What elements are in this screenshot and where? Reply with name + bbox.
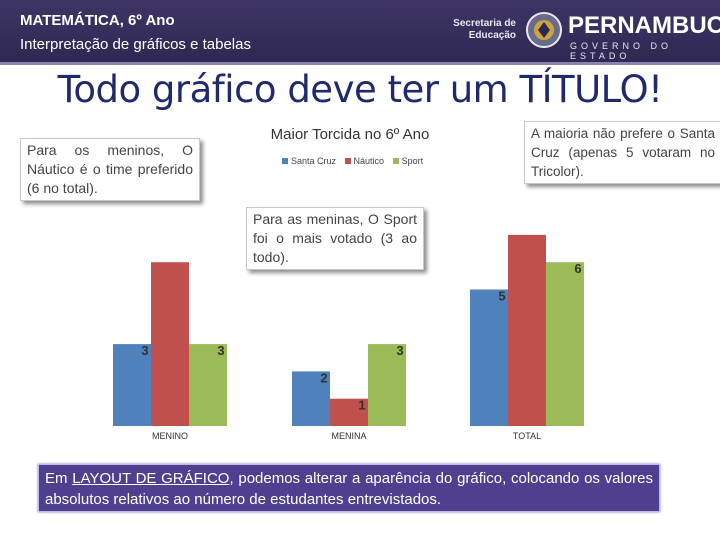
footer-note: Em LAYOUT DE GRÁFICO, podemos alterar a … — [38, 464, 660, 512]
chart-legend: Santa Cruz Náutico Sport — [282, 156, 429, 166]
bar-menina-0 — [292, 371, 330, 426]
category-label-menino: MENINO — [152, 431, 188, 441]
footer-highlight: LAYOUT DE GRÁFICO — [72, 470, 230, 487]
bar-menino-2 — [189, 344, 227, 426]
subject-title: MATEMÁTICA, 6º Ano — [20, 12, 175, 29]
state-name-logo: PERNAMBUCO — [568, 12, 720, 39]
state-emblem-icon — [526, 12, 562, 48]
legend-item-nautico: Náutico — [344, 156, 385, 166]
chart-title: Maior Torcida no 6º Ano — [270, 126, 430, 143]
bar-total-1 — [508, 234, 546, 426]
secretaria-label: Secretaria de Educação — [452, 18, 516, 42]
data-label-total-0: 5 — [498, 289, 505, 304]
page-title: Todo gráfico deve ter um TÍTULO! — [57, 68, 663, 111]
legend-swatch-nautico — [344, 158, 351, 164]
legend-swatch-sport — [392, 158, 399, 164]
callout-boys: Para os meninos, O Náutico é o time pref… — [20, 138, 200, 201]
callout-total: A maioria não prefere o Santa Cruz (apen… — [524, 121, 720, 184]
legend-swatch-santa-cruz — [282, 158, 288, 164]
secretaria-line2: Educação — [468, 30, 516, 41]
legend-label-nautico: Náutico — [353, 156, 385, 166]
bar-total-2 — [546, 262, 584, 426]
footer-prefix: Em — [45, 470, 73, 487]
category-label-menina: MENINA — [331, 431, 366, 441]
legend-item-sport: Sport — [392, 156, 424, 166]
legend-label-santa-cruz: Santa Cruz — [291, 156, 337, 166]
legend-label-sport: Sport — [401, 156, 424, 166]
category-label-total: TOTAL — [513, 431, 541, 441]
callout-girls: Para as meninas, O Sport foi o mais vota… — [246, 207, 424, 270]
legend-item-santa-cruz: Santa Cruz — [282, 156, 336, 166]
data-label-menino-2: 3 — [217, 343, 224, 358]
bar-menino-0 — [113, 344, 151, 426]
footer-rest: , podemos alterar a aparência do gráfico… — [45, 470, 653, 508]
bar-total-0 — [470, 289, 508, 426]
header-banner: MATEMÁTICA, 6º Ano Interpretação de gráf… — [0, 0, 720, 65]
bar-menina-2 — [368, 344, 406, 426]
bar-menina-1 — [330, 398, 368, 426]
data-label-menina-0: 2 — [320, 370, 327, 385]
bar-menino-1 — [151, 262, 189, 426]
data-label-menina-1: 1 — [358, 398, 365, 413]
secretaria-line1: Secretaria de — [453, 18, 516, 29]
data-label-total-2: 6 — [574, 261, 581, 276]
data-label-menina-2: 3 — [396, 343, 403, 358]
subject-subtitle: Interpretação de gráficos e tabelas — [20, 36, 251, 53]
data-label-menino-0: 3 — [141, 343, 148, 358]
state-government-label: GOVERNO DO ESTADO — [570, 41, 673, 61]
